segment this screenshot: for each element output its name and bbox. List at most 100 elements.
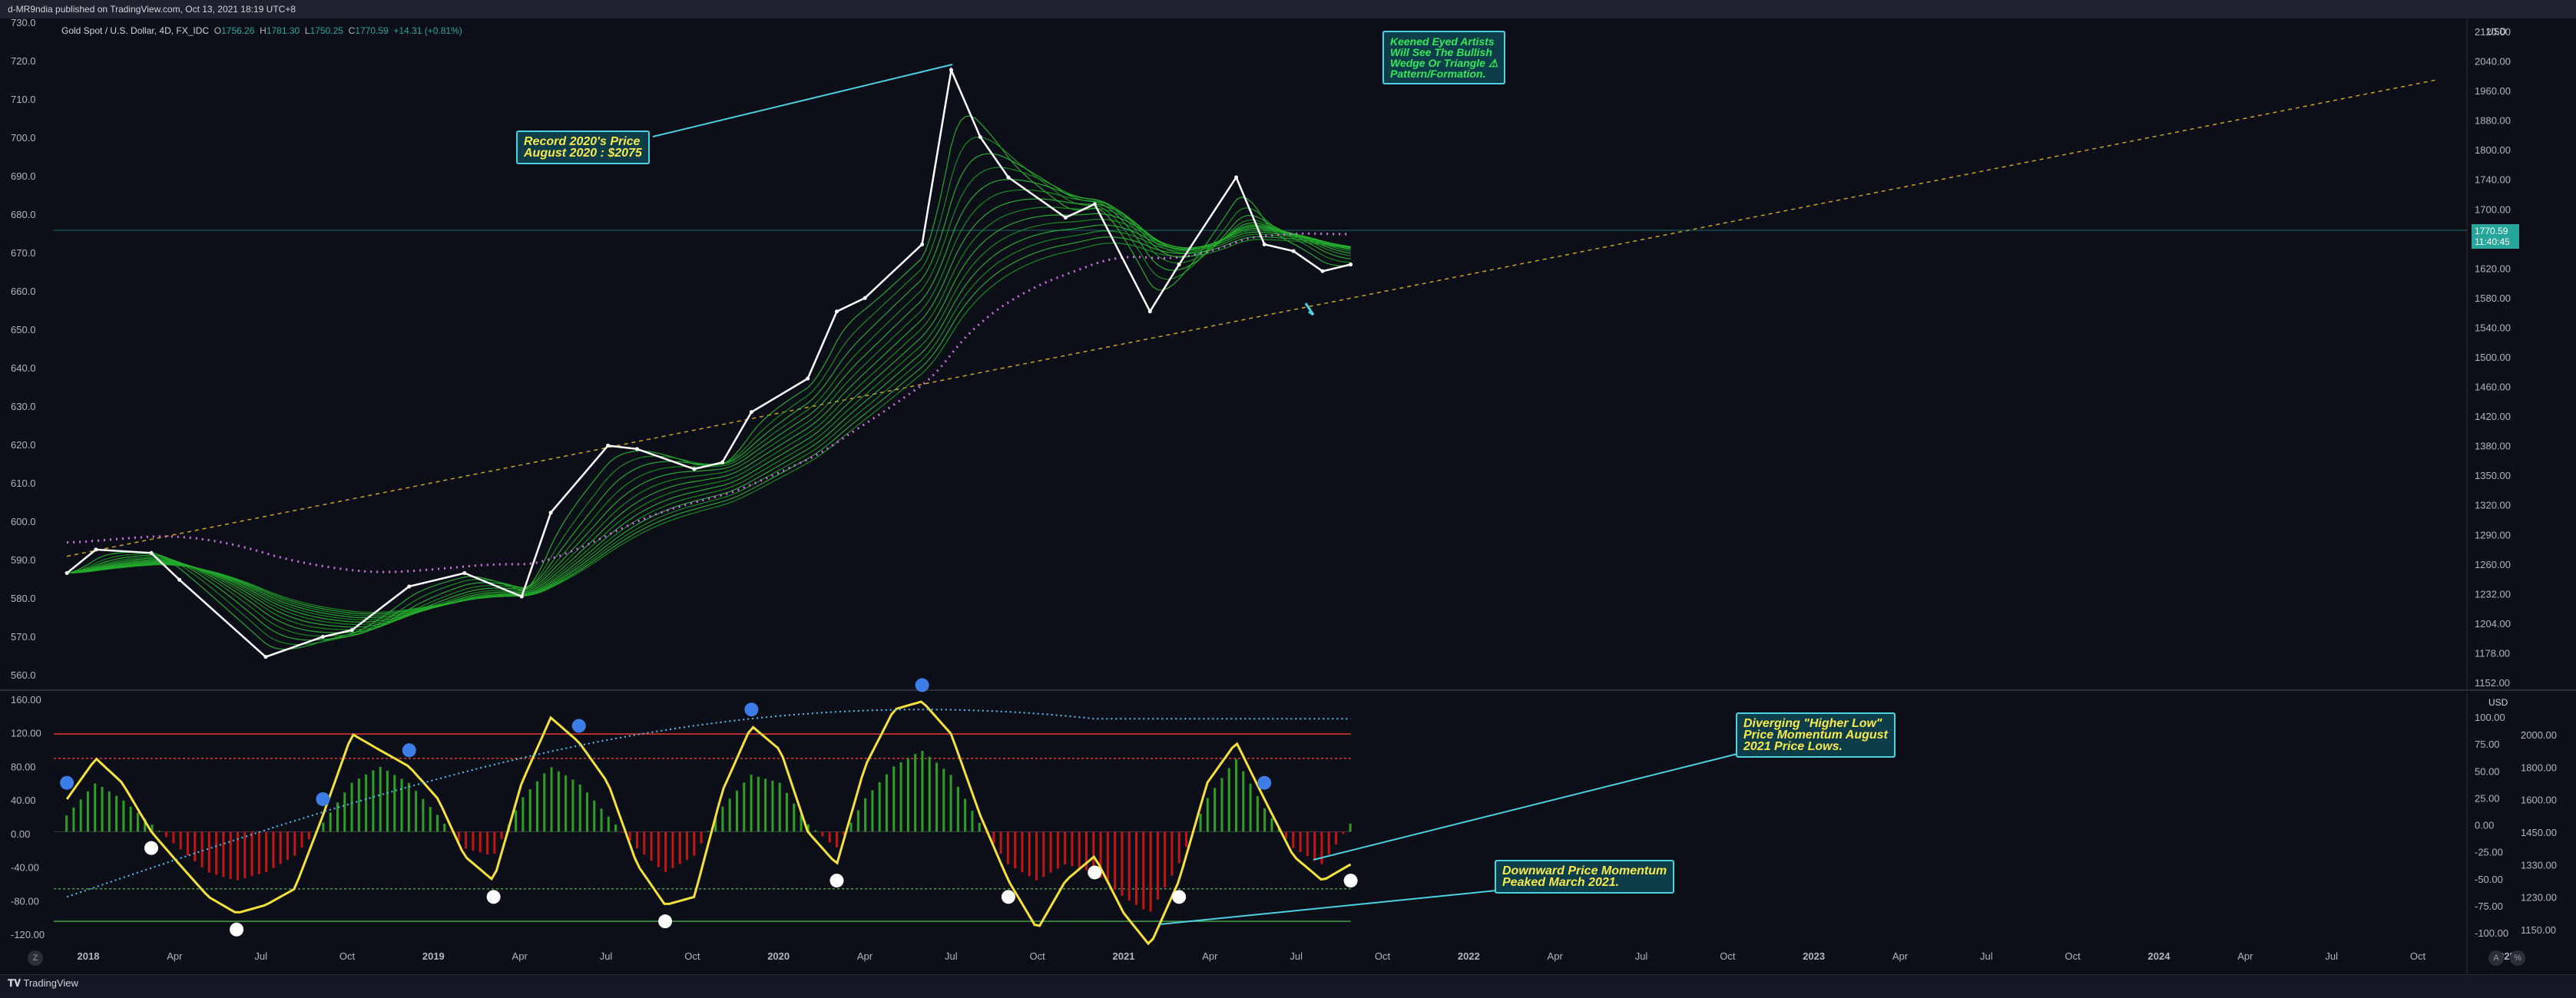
price-point: [920, 242, 925, 246]
histogram-bar: [528, 789, 531, 832]
zoom-toggle-button[interactable]: Z: [28, 950, 43, 966]
annotation-record-price[interactable]: Record 2020's Price August 2020 : $2075: [516, 131, 650, 164]
price-right-tick: 1880.00: [2475, 115, 2511, 127]
price-line: [66, 66, 1351, 659]
histogram-bar: [600, 808, 603, 832]
signal-dot-blue: [316, 791, 330, 806]
price-right-tick: 1178.00: [2475, 647, 2510, 659]
histogram-bar: [200, 831, 204, 867]
price-left-tick: 610.0: [11, 478, 36, 489]
histogram-bar: [1042, 831, 1045, 877]
histogram-bar: [928, 756, 931, 832]
annotation-keen-eyed[interactable]: Keened Eyed Artists Will See The Bullish…: [1382, 31, 1506, 84]
x-axis-tick: Apr: [1202, 950, 1218, 962]
histogram-bar: [429, 807, 432, 832]
histogram-bar: [393, 775, 396, 832]
price-point: [1291, 249, 1296, 253]
histogram-bar: [478, 831, 482, 853]
histogram-bar: [500, 831, 503, 840]
signal-dot-blue: [1257, 775, 1272, 790]
momentum-left-tick: 40.00: [11, 795, 36, 806]
price-right-tick: 2120.00: [2475, 26, 2511, 38]
histogram-bar: [457, 831, 460, 842]
price-right-tick: 1700.00: [2475, 203, 2511, 215]
currency-label-top[interactable]: USD: [2487, 26, 2507, 37]
histogram-bar: [343, 792, 346, 832]
histogram-bar: [65, 815, 68, 832]
signal-dot-blue: [744, 702, 759, 717]
histogram-bar: [1085, 831, 1088, 871]
x-axis-tick: 2024: [2148, 950, 2171, 962]
price-left-tick: 580.0: [11, 593, 36, 604]
legend-close: 1770.59: [355, 25, 389, 36]
histogram-bar: [415, 791, 418, 832]
legend-close-label: C: [348, 25, 356, 36]
price-point: [462, 570, 467, 575]
momentum-price-tick: 1600.00: [2521, 795, 2557, 806]
price-point: [749, 410, 753, 415]
momentum-price-tick: 1230.00: [2521, 892, 2557, 904]
momentum-right-tick: -75.00: [2475, 901, 2503, 912]
price-point: [94, 547, 98, 552]
legend-low: 1750.25: [310, 25, 343, 36]
price-point: [349, 628, 354, 633]
ma-ribbon-line: [67, 207, 1351, 625]
histogram-bar: [1263, 808, 1266, 832]
price-left-tick: 640.0: [11, 362, 36, 374]
x-axis-tick: 2021: [1113, 950, 1135, 962]
price-left-tick: 570.0: [11, 631, 36, 643]
price-right-tick: 1290.00: [2475, 529, 2511, 540]
momentum-left-tick: -40.00: [11, 862, 39, 874]
annotation-downward[interactable]: Downward Price Momentum Peaked March 202…: [1495, 860, 1675, 894]
histogram-bar: [978, 822, 981, 832]
auto-scale-button[interactable]: A: [2488, 950, 2504, 966]
signal-dot-white: [1088, 865, 1102, 880]
histogram-bar: [743, 782, 746, 832]
histogram-bar: [1270, 818, 1273, 832]
histogram-bar: [693, 831, 696, 856]
x-axis-tick: Oct: [1030, 950, 1046, 962]
ma-ribbon-line: [67, 236, 1351, 615]
downward-leader: [1159, 890, 1497, 925]
price-left-tick: 700.0: [11, 132, 36, 144]
histogram-bar: [1342, 831, 1345, 834]
price-left-tick: 680.0: [11, 209, 36, 220]
momentum-price-tick: 1800.00: [2521, 762, 2557, 773]
bar-countdown: 11:40:45: [2475, 236, 2510, 247]
annotation-diverging[interactable]: Diverging "Higher Low" Price Momentum Au…: [1736, 712, 1896, 758]
signal-dot-white: [1001, 890, 1015, 904]
ma-ribbon-line: [67, 137, 1351, 646]
momentum-left-tick: 80.00: [11, 761, 36, 772]
price-point: [1320, 269, 1325, 273]
histogram-bar: [1285, 831, 1288, 838]
histogram-bar: [307, 831, 310, 840]
histogram-bar: [1156, 831, 1159, 900]
currency-label-bottom[interactable]: USD: [2488, 697, 2508, 708]
histogram-bar: [821, 831, 824, 837]
histogram-bar: [585, 792, 588, 832]
histogram-bar: [750, 775, 753, 832]
price-right-tick: 2040.00: [2475, 56, 2511, 68]
percent-scale-button[interactable]: %: [2510, 950, 2525, 966]
histogram-bar: [350, 782, 353, 832]
histogram-bar: [1199, 813, 1202, 832]
histogram-bar: [871, 790, 874, 832]
histogram-bar: [800, 814, 803, 832]
histogram-bar: [250, 831, 253, 877]
price-left-tick: 630.0: [11, 401, 36, 412]
histogram-bar: [921, 750, 924, 832]
signal-dot-white: [1172, 890, 1187, 904]
histogram-bar: [386, 771, 389, 832]
price-point: [149, 550, 154, 555]
price-point: [65, 570, 69, 575]
price-left-tick: 620.0: [11, 439, 36, 451]
histogram-bar: [179, 831, 182, 850]
histogram-bar: [1256, 795, 1259, 832]
price-right-tick: 1320.00: [2475, 500, 2511, 511]
diverging-leader: [1313, 753, 1738, 861]
histogram-bar: [992, 831, 995, 844]
price-point: [548, 511, 553, 515]
histogram-bar: [443, 823, 446, 832]
price-point: [407, 584, 412, 589]
